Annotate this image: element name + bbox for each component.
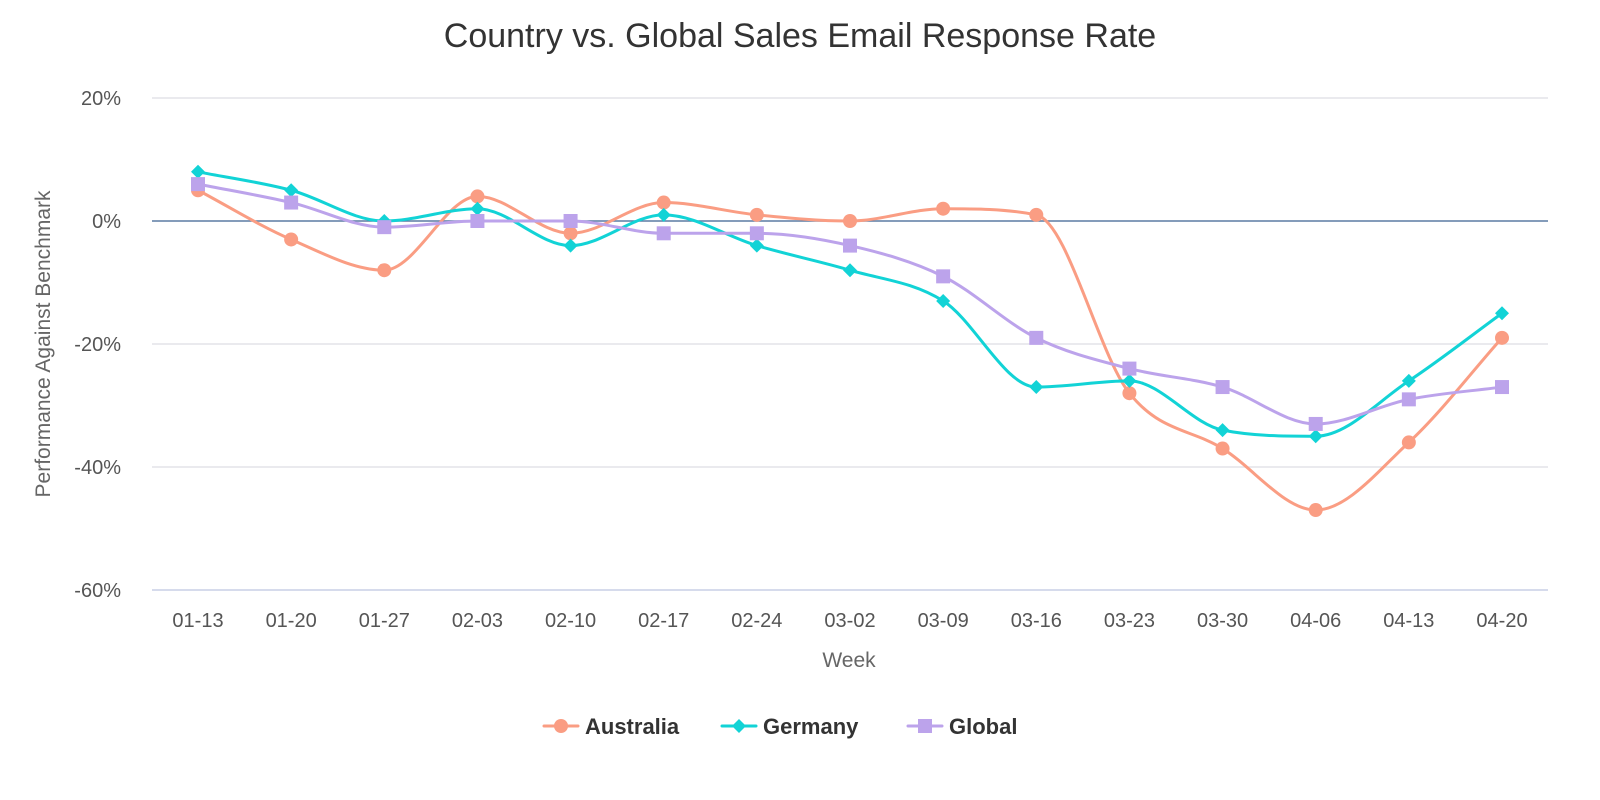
data-point-global: [1401, 392, 1416, 407]
chart-title: Country vs. Global Sales Email Response …: [444, 17, 1156, 55]
y-tick-label: -40%: [74, 457, 121, 479]
x-tick-label: 02-17: [638, 610, 689, 632]
data-point-global: [191, 177, 205, 192]
data-point-global: [1215, 380, 1230, 395]
data-point-germany: [191, 164, 205, 179]
data-point-germany: [470, 201, 485, 216]
data-point-australia: [1401, 435, 1416, 450]
x-tick-label: 03-23: [1104, 610, 1155, 632]
data-point-australia: [563, 226, 578, 241]
data-point-global: [1029, 330, 1044, 345]
data-point-germany: [284, 183, 299, 198]
data-point-global: [470, 214, 485, 228]
data-point-australia: [843, 214, 857, 228]
y-tick-label: 0%: [92, 211, 121, 233]
x-tick-label: 02-24: [731, 610, 782, 632]
data-point-global: [843, 238, 857, 253]
y-axis-ticks: 20% 0% -20% -40% -60%: [74, 88, 121, 602]
data-point-australia: [1122, 386, 1137, 401]
data-point-germany: [1308, 429, 1323, 444]
series-layer: [191, 164, 1509, 518]
legend-item-global[interactable]: Global: [906, 714, 1017, 739]
x-axis-ticks: 01-13 01-20 01-27 02-03 02-10 02-17 02-24 03-02…: [172, 610, 1527, 632]
legend-marker-germany: [732, 719, 746, 733]
x-tick-label: 04-20: [1476, 610, 1527, 632]
series-line-germany: [196, 170, 1504, 438]
data-point-germany: [936, 293, 951, 308]
data-point-australia: [936, 201, 951, 216]
y-axis-title: Performance Against Benchmark: [32, 190, 55, 497]
series-germany: [191, 164, 1509, 444]
data-point-germany: [749, 238, 764, 253]
x-tick-label: 04-13: [1383, 610, 1434, 632]
data-point-australia: [749, 207, 764, 222]
data-point-australia: [284, 232, 299, 247]
data-point-global: [656, 226, 671, 241]
x-tick-label: 02-03: [452, 610, 503, 632]
data-point-global: [936, 269, 951, 284]
x-tick-label: 01-27: [359, 610, 410, 632]
data-point-australia: [656, 195, 671, 210]
x-tick-label: 03-02: [824, 610, 875, 632]
data-point-germany: [1215, 423, 1230, 438]
data-point-global: [377, 220, 392, 235]
data-point-australia: [1308, 503, 1323, 518]
legend-label: Australia: [585, 714, 680, 739]
data-point-germany: [1495, 306, 1509, 321]
data-point-australia: [1029, 207, 1044, 222]
grid-lines: [152, 97, 1548, 591]
legend: Australia Germany Global: [542, 714, 1017, 739]
data-point-germany: [563, 238, 578, 253]
x-tick-label: 01-13: [172, 610, 223, 632]
legend-marker-australia: [554, 719, 568, 733]
x-tick-label: 04-06: [1290, 610, 1341, 632]
y-tick-label: -60%: [74, 580, 121, 602]
data-point-global: [1122, 361, 1137, 376]
x-tick-label: 02-10: [545, 610, 596, 632]
x-axis-title: Week: [822, 649, 876, 672]
legend-label: Germany: [763, 714, 859, 739]
y-tick-label: -20%: [74, 334, 121, 356]
series-global: [191, 177, 1509, 431]
data-point-germany: [843, 263, 857, 278]
legend-item-germany[interactable]: Germany: [720, 714, 859, 739]
series-australia: [191, 183, 1509, 518]
data-point-global: [563, 214, 578, 228]
data-point-global: [284, 195, 299, 210]
series-line-australia: [196, 188, 1504, 512]
x-tick-label: 01-20: [266, 610, 317, 632]
data-point-germany: [1401, 373, 1416, 388]
data-point-australia: [1495, 330, 1509, 345]
y-tick-label: 20%: [81, 88, 121, 110]
data-point-australia: [1215, 441, 1230, 456]
data-point-australia: [470, 189, 485, 204]
data-point-australia: [377, 263, 392, 278]
x-tick-label: 03-16: [1011, 610, 1062, 632]
data-point-global: [1495, 380, 1509, 395]
data-point-germany: [1029, 380, 1044, 395]
legend-item-australia[interactable]: Australia: [542, 714, 680, 739]
data-point-global: [749, 226, 764, 241]
data-point-germany: [1122, 373, 1137, 388]
x-tick-label: 03-30: [1197, 610, 1248, 632]
legend-marker-global: [918, 719, 932, 733]
legend-label: Global: [949, 714, 1017, 739]
x-tick-label: 03-09: [918, 610, 969, 632]
data-point-global: [1308, 416, 1323, 431]
data-point-germany: [656, 207, 671, 222]
